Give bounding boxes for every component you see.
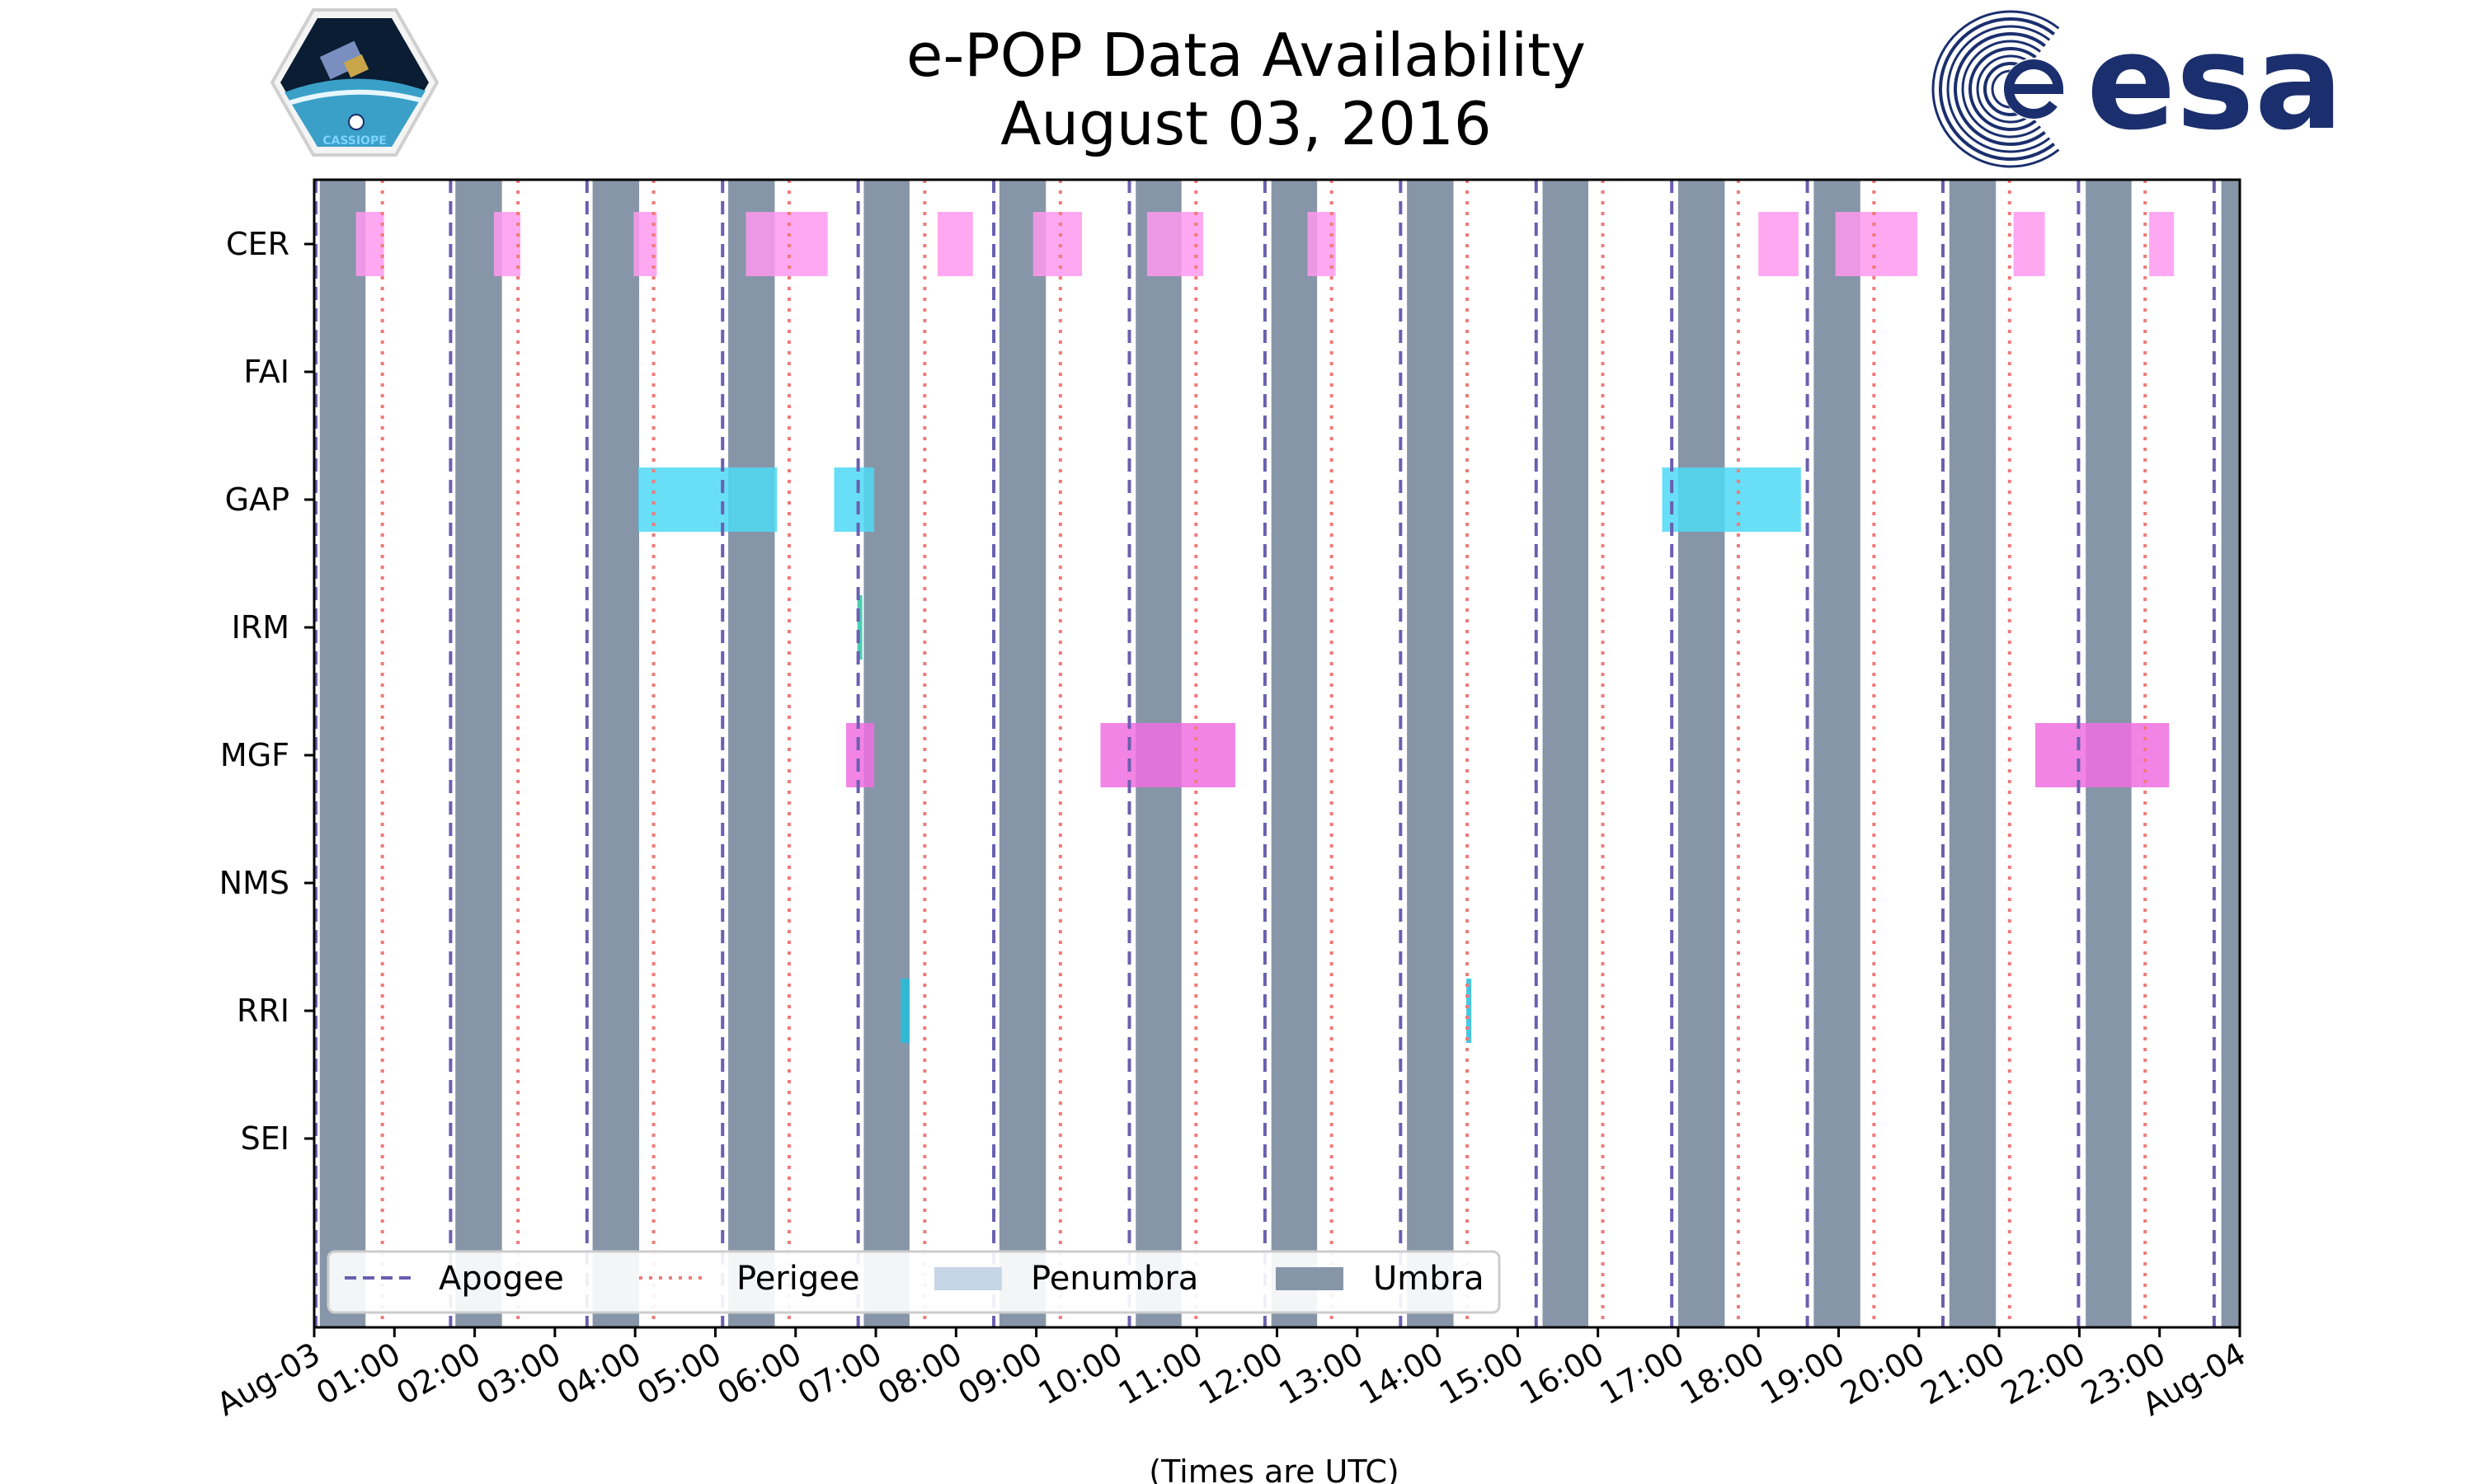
x-tick-label: 01:00 (310, 1336, 407, 1412)
y-tick-label-mgf: MGF (220, 737, 289, 773)
x-tick-label: 08:00 (872, 1336, 968, 1412)
y-tick-label-nms: NMS (219, 865, 289, 901)
umbra-band (1949, 180, 1997, 1327)
umbra-band (2221, 180, 2240, 1327)
data-bar-cer (1835, 212, 1917, 276)
x-tick-label: 16:00 (1513, 1336, 1610, 1412)
x-axis: Aug-0301:0002:0003:0004:0005:0006:0007:0… (210, 1327, 2252, 1423)
esa-swirl-arc (1961, 40, 2041, 139)
umbra-band (728, 180, 775, 1327)
data-bar-gap (834, 467, 875, 532)
chart-title-line-2: August 03, 2016 (1000, 89, 1491, 158)
data-bar-cer (937, 212, 973, 276)
x-tick-label: 21:00 (1915, 1336, 2011, 1412)
umbra-band (1407, 180, 1454, 1327)
umbra-layer (319, 180, 2240, 1327)
x-tick-label: 10:00 (1032, 1336, 1129, 1412)
x-axis-label: (Times are UTC) (1149, 1453, 1399, 1484)
esa-logo: esa (1931, 5, 2344, 168)
umbra-band (592, 180, 640, 1327)
y-tick-label-fai: FAI (243, 354, 289, 390)
cassiope-logo-text: CASSIOPE (322, 134, 387, 148)
x-tick-label: 17:00 (1594, 1336, 1691, 1412)
x-tick-label: 14:00 (1353, 1336, 1450, 1412)
esa-swirl-icon (1931, 10, 2067, 168)
cassiope-logo: CASSIOPE (270, 8, 440, 157)
apogee-line-layer (313, 180, 2216, 1327)
y-tick-label-gap: GAP (225, 481, 289, 518)
x-tick-label: 06:00 (711, 1336, 807, 1412)
esa-swirl-arc (1968, 47, 2037, 131)
legend-umbra-label: Umbra (1373, 1260, 1484, 1298)
x-tick-label: 02:00 (390, 1336, 487, 1412)
x-tick-label: 15:00 (1433, 1336, 1530, 1412)
esa-logo-text: esa (2086, 5, 2344, 159)
data-bar-cer (1146, 212, 1203, 276)
y-tick-label-cer: CER (226, 226, 289, 262)
data-bar-cer (2013, 212, 2045, 276)
data-bar-rri (901, 979, 910, 1043)
esa-swirl-e (2004, 59, 2064, 119)
data-bar-cer (1032, 212, 1083, 276)
legend-penumbra-label: Penumbra (1031, 1260, 1198, 1298)
umbra-band (455, 180, 502, 1327)
x-tick-label: 11:00 (1112, 1336, 1209, 1412)
x-tick-label: 07:00 (792, 1336, 888, 1412)
legend-penumbra-swatch (934, 1267, 1002, 1290)
esa-swirl-arc (1931, 10, 2060, 168)
esa-swirl-arc (1946, 25, 2051, 153)
x-tick-label: 05:00 (631, 1336, 727, 1412)
umbra-band (999, 180, 1047, 1327)
x-tick-label: 22:00 (1995, 1336, 2091, 1412)
x-tick-label: 09:00 (952, 1336, 1048, 1412)
x-tick-label: 12:00 (1192, 1336, 1289, 1412)
data-bar-cer (493, 212, 521, 276)
x-tick-label: 19:00 (1754, 1336, 1851, 1412)
data-bar-rri (1466, 979, 1472, 1043)
data-bar-irm (857, 595, 863, 660)
data-bar-gap (638, 467, 778, 532)
legend-apogee-label: Apogee (439, 1260, 564, 1298)
umbra-band (1542, 180, 1588, 1327)
esa-swirl-arc (1976, 54, 2032, 124)
x-tick-label: 04:00 (551, 1336, 647, 1412)
chart-title-line-1: e-POP Data Availability (906, 21, 1586, 90)
data-bar-cer (745, 212, 828, 276)
legend-umbra-swatch (1276, 1267, 1343, 1290)
umbra-band (1813, 180, 1860, 1327)
y-axis: CER FAI GAP IRM MGF NMS RRI SEI (219, 226, 314, 1157)
x-tick-label: 13:00 (1272, 1336, 1369, 1412)
data-bar-mgf (1100, 723, 1235, 787)
umbra-band (1271, 180, 1318, 1327)
x-tick-label: 18:00 (1674, 1336, 1771, 1412)
data-bar-cer (355, 212, 384, 276)
data-bar-gap (1662, 467, 1801, 532)
y-tick-label-sei: SEI (241, 1120, 289, 1157)
esa-swirl-arc (1939, 17, 2056, 161)
y-tick-label-irm: IRM (232, 609, 289, 646)
data-bar-mgf (2034, 723, 2170, 787)
data-bar-mgf (846, 723, 875, 787)
esa-swirl-arc (1954, 32, 2046, 146)
data-bar-cer (2149, 212, 2175, 276)
y-tick-label-rri: RRI (237, 993, 289, 1029)
esa-swirl-arc (1983, 62, 2028, 116)
x-tick-label: Aug-03 (210, 1336, 326, 1423)
perigee-line-layer (380, 180, 2147, 1327)
data-bar-cer (1758, 212, 1799, 276)
plot-area: CER FAI GAP IRM MGF NMS RRI SEI Aug-0301:0002:0… (210, 178, 2252, 1423)
umbra-band (1677, 180, 1725, 1327)
legend: Apogee Perigee Penumbra Umbra (327, 1250, 1501, 1314)
x-tick-label: 20:00 (1834, 1336, 1931, 1412)
x-tick-label: 03:00 (471, 1336, 567, 1412)
legend-box (327, 1250, 1501, 1314)
legend-perigee-label: Perigee (736, 1260, 859, 1298)
umbra-band (319, 180, 366, 1327)
